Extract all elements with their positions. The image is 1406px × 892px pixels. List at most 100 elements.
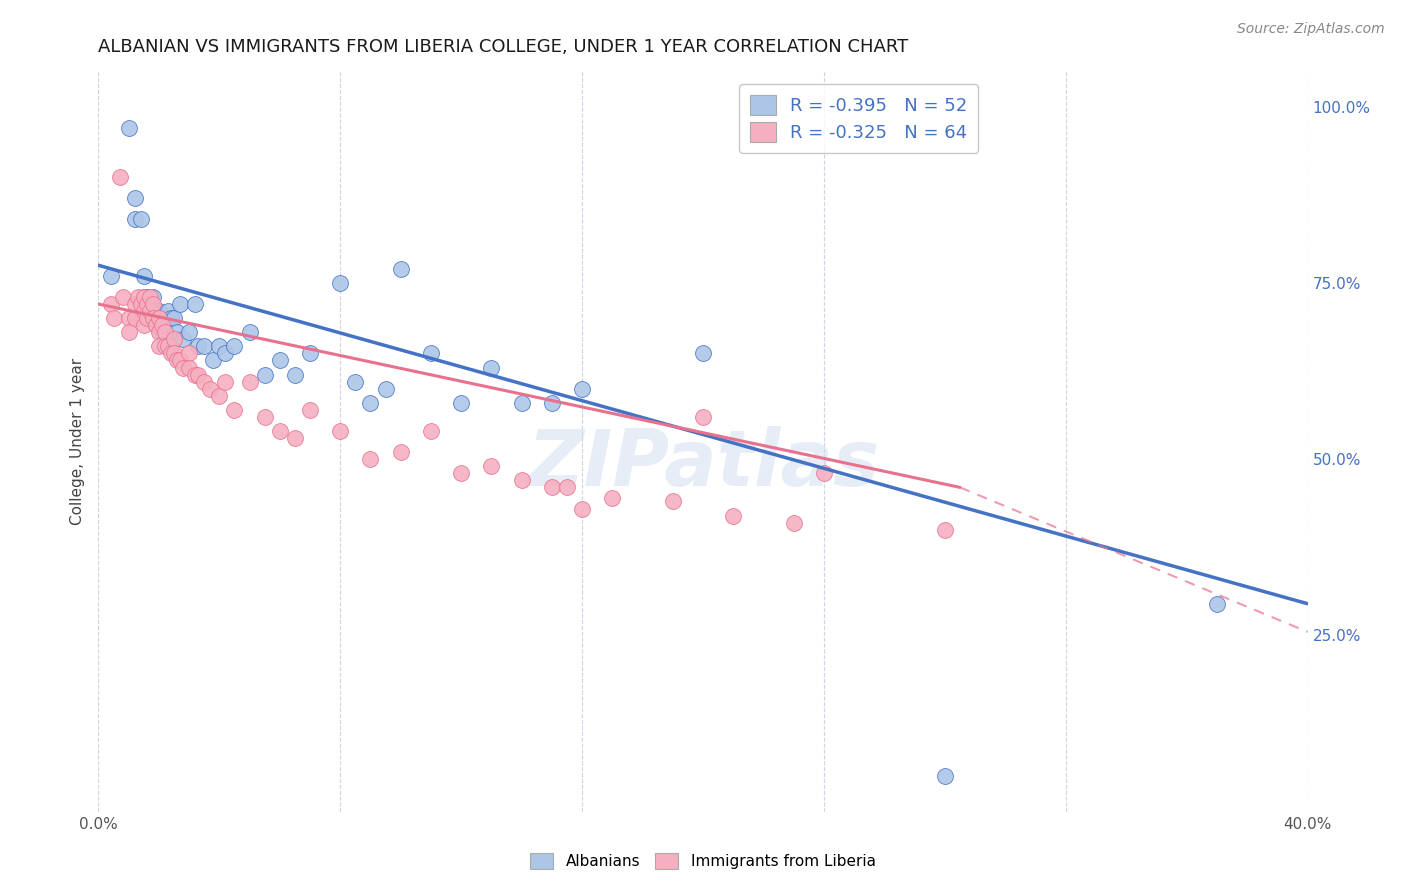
- Point: [269, 424, 291, 438]
- Point: [374, 382, 396, 396]
- Point: [179, 360, 201, 375]
- Point: [135, 290, 157, 304]
- Point: [193, 339, 215, 353]
- Point: [723, 508, 745, 523]
- Point: [329, 276, 352, 290]
- Point: [153, 325, 176, 339]
- Point: [103, 311, 125, 326]
- Point: [193, 375, 215, 389]
- Point: [148, 311, 170, 326]
- Point: [145, 311, 167, 326]
- Point: [135, 297, 157, 311]
- Point: [284, 431, 307, 445]
- Text: ZIPatlas: ZIPatlas: [527, 425, 879, 502]
- Point: [239, 325, 262, 339]
- Point: [813, 467, 835, 481]
- Point: [150, 318, 173, 333]
- Point: [208, 339, 231, 353]
- Point: [420, 346, 443, 360]
- Point: [661, 494, 683, 508]
- Point: [253, 368, 276, 382]
- Point: [269, 353, 291, 368]
- Point: [389, 445, 412, 459]
- Text: ALBANIAN VS IMMIGRANTS FROM LIBERIA COLLEGE, UNDER 1 YEAR CORRELATION CHART: ALBANIAN VS IMMIGRANTS FROM LIBERIA COLL…: [98, 38, 908, 56]
- Point: [169, 297, 191, 311]
- Point: [481, 459, 503, 474]
- Point: [108, 170, 131, 185]
- Point: [1206, 597, 1229, 611]
- Point: [139, 290, 162, 304]
- Point: [224, 339, 246, 353]
- Point: [132, 318, 155, 333]
- Point: [163, 332, 186, 346]
- Point: [184, 368, 207, 382]
- Point: [692, 346, 714, 360]
- Point: [118, 311, 141, 326]
- Legend: Albanians, Immigrants from Liberia: Albanians, Immigrants from Liberia: [524, 847, 882, 875]
- Point: [224, 402, 246, 417]
- Point: [166, 325, 188, 339]
- Point: [299, 346, 322, 360]
- Point: [139, 311, 162, 326]
- Point: [142, 304, 165, 318]
- Point: [124, 297, 146, 311]
- Point: [510, 473, 533, 487]
- Point: [153, 325, 176, 339]
- Point: [214, 375, 236, 389]
- Point: [118, 120, 141, 135]
- Point: [142, 311, 165, 326]
- Point: [132, 290, 155, 304]
- Point: [692, 409, 714, 424]
- Point: [934, 523, 956, 537]
- Point: [187, 339, 209, 353]
- Point: [389, 261, 412, 276]
- Point: [284, 368, 307, 382]
- Point: [142, 290, 165, 304]
- Point: [172, 360, 194, 375]
- Point: [118, 325, 141, 339]
- Y-axis label: College, Under 1 year: College, Under 1 year: [69, 358, 84, 525]
- Point: [135, 311, 157, 326]
- Point: [153, 332, 176, 346]
- Point: [148, 325, 170, 339]
- Point: [150, 325, 173, 339]
- Point: [540, 480, 562, 494]
- Point: [481, 360, 503, 375]
- Point: [145, 318, 167, 333]
- Point: [202, 353, 225, 368]
- Point: [148, 311, 170, 326]
- Point: [100, 297, 122, 311]
- Point: [124, 311, 146, 326]
- Point: [135, 297, 157, 311]
- Point: [160, 311, 183, 326]
- Point: [184, 297, 207, 311]
- Point: [450, 396, 472, 410]
- Point: [571, 382, 593, 396]
- Point: [299, 402, 322, 417]
- Point: [148, 304, 170, 318]
- Point: [510, 396, 533, 410]
- Point: [124, 212, 146, 227]
- Point: [111, 290, 134, 304]
- Point: [200, 382, 222, 396]
- Point: [148, 339, 170, 353]
- Point: [172, 332, 194, 346]
- Point: [783, 516, 806, 530]
- Point: [329, 424, 352, 438]
- Point: [169, 353, 191, 368]
- Point: [179, 325, 201, 339]
- Text: Source: ZipAtlas.com: Source: ZipAtlas.com: [1237, 22, 1385, 37]
- Point: [156, 339, 179, 353]
- Point: [132, 304, 155, 318]
- Point: [555, 480, 578, 494]
- Point: [145, 318, 167, 333]
- Point: [163, 311, 186, 326]
- Point: [187, 368, 209, 382]
- Point: [129, 297, 152, 311]
- Point: [360, 396, 382, 410]
- Point: [450, 467, 472, 481]
- Point: [571, 501, 593, 516]
- Point: [239, 375, 262, 389]
- Point: [934, 769, 956, 783]
- Point: [344, 375, 367, 389]
